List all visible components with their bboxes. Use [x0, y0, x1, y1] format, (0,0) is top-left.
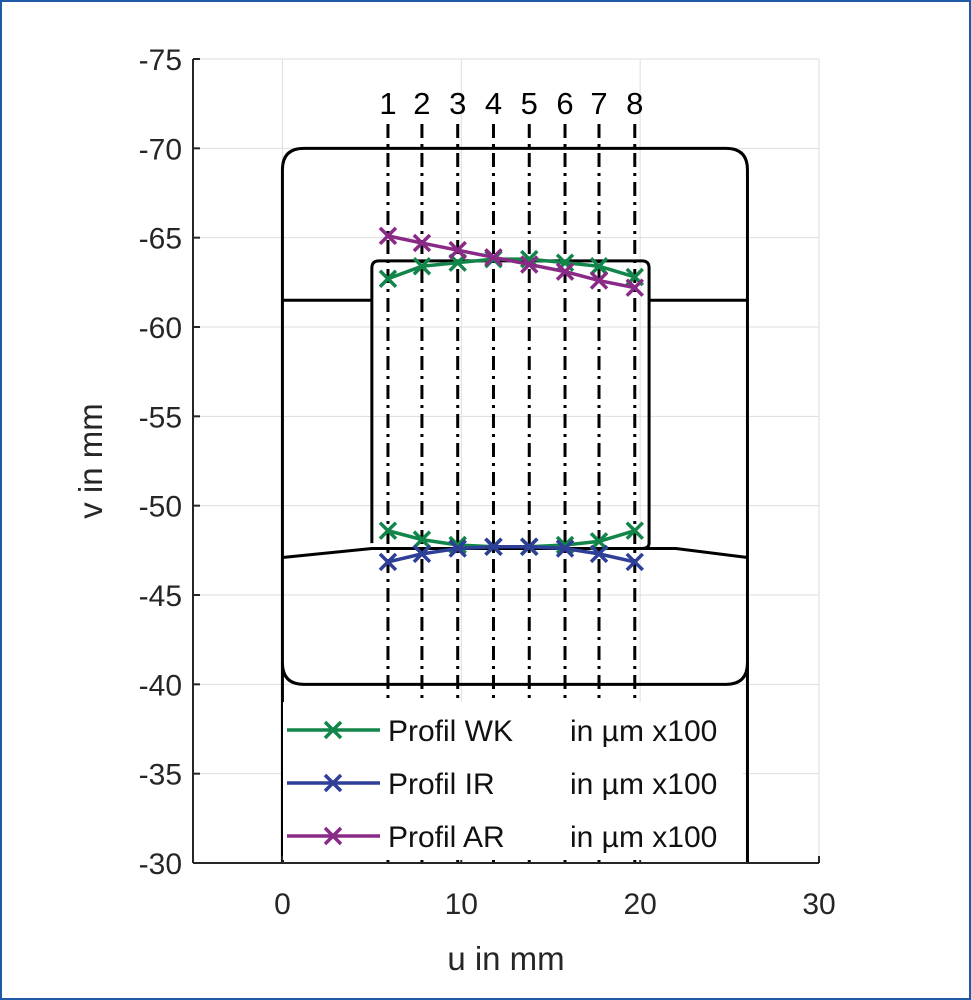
legend-unit: in µm x100 [570, 715, 717, 748]
section-label: 8 [626, 86, 643, 121]
data-point-marker [412, 530, 432, 549]
axes: 0 10 20 30 -75 -70 -65 -60 -55 -50 -45 -40 -35 -30 [139, 44, 836, 921]
data-point-marker [625, 278, 645, 297]
series-group [378, 226, 645, 572]
legend: Profil WK in µm x100 Profil IR in µm x100 Pr… [283, 702, 743, 860]
data-point-marker [412, 233, 432, 253]
data-point-marker [448, 240, 467, 260]
legend-unit: in µm x100 [570, 821, 717, 854]
y-tick-label: -40 [139, 669, 182, 702]
y-tick-label: -45 [139, 580, 182, 613]
data-point-marker [589, 544, 609, 564]
section-label: 7 [590, 86, 607, 121]
data-point-marker [625, 552, 645, 572]
y-tick-label: -50 [139, 491, 182, 524]
y-tick-label: -65 [139, 223, 182, 256]
section-label: 6 [556, 86, 573, 121]
data-point-marker [448, 539, 467, 558]
data-point-marker [323, 720, 343, 740]
roller [370, 259, 651, 551]
y-tick-label: -70 [139, 133, 182, 166]
section-label: 1 [379, 86, 396, 121]
outer-ring-top [280, 146, 749, 863]
data-point-marker [520, 537, 539, 556]
data-point-marker [323, 773, 343, 793]
data-point-marker [378, 552, 398, 572]
data-point-marker [589, 271, 609, 290]
legend-label: Profil IR [388, 768, 495, 801]
data-point-marker [412, 257, 432, 276]
bearing-geometry [280, 146, 749, 863]
legend-label: Profil AR [388, 821, 505, 854]
y-tick-label: -75 [139, 44, 182, 77]
data-point-marker [555, 539, 575, 558]
data-point-marker [484, 248, 503, 267]
section-label: 5 [521, 86, 538, 121]
legend-label: Profil WK [388, 715, 513, 748]
series-line [387, 234, 636, 290]
data-point-marker [484, 537, 503, 556]
data-point-marker [555, 262, 575, 281]
data-point-marker [520, 255, 539, 274]
section-label: 3 [449, 86, 466, 121]
data-point-marker [412, 544, 432, 564]
inner-race-line [282, 547, 748, 559]
x-tick-label: 20 [623, 888, 656, 921]
x-tick-label: 0 [274, 888, 291, 921]
data-point-marker [625, 521, 645, 540]
legend-unit: in µm x100 [570, 768, 717, 801]
section-label: 2 [413, 86, 430, 121]
series-line [387, 545, 636, 564]
section-label: 4 [485, 86, 502, 121]
data-point-marker [323, 826, 343, 846]
outer-ring-bottom [280, 662, 749, 686]
x-tick-label: 10 [445, 888, 478, 921]
data-point-marker [378, 269, 398, 288]
x-tick-label: 30 [802, 888, 835, 921]
data-point-marker [378, 226, 398, 246]
series-line [387, 257, 636, 281]
y-axis-label: v in mm [72, 403, 109, 519]
y-tick-label: -55 [139, 401, 182, 434]
data-point-marker [589, 257, 609, 276]
data-point-marker [378, 521, 398, 540]
y-tick-label: -35 [139, 759, 182, 792]
y-tick-label: -30 [139, 848, 182, 881]
y-tick-label: -60 [139, 312, 182, 345]
x-axis-label: u in mm [447, 940, 564, 977]
